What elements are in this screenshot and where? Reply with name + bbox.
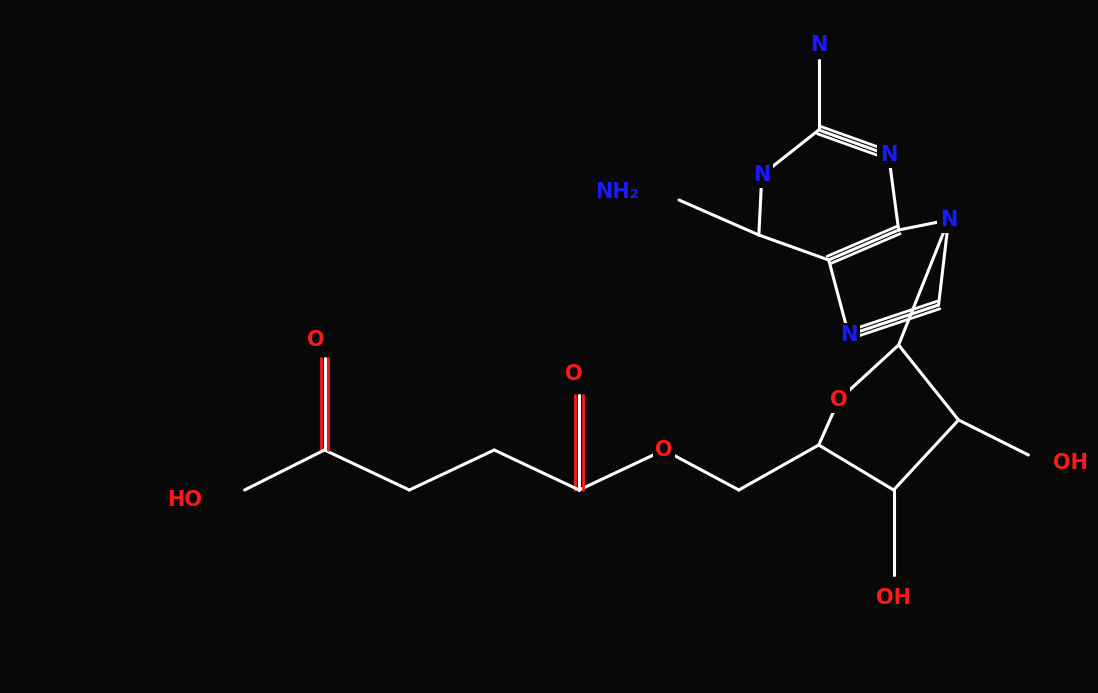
Text: O: O	[306, 330, 324, 350]
Text: O: O	[830, 390, 848, 410]
Text: N: N	[840, 325, 858, 345]
Text: N: N	[753, 165, 771, 185]
Text: NH₂: NH₂	[595, 182, 639, 202]
Text: HO: HO	[167, 490, 202, 510]
Text: OH: OH	[876, 588, 911, 608]
Text: O: O	[656, 440, 673, 460]
Text: N: N	[810, 35, 828, 55]
Text: N: N	[940, 210, 957, 230]
Text: N: N	[879, 145, 897, 165]
Text: OH: OH	[1053, 453, 1088, 473]
Text: O: O	[565, 364, 583, 384]
